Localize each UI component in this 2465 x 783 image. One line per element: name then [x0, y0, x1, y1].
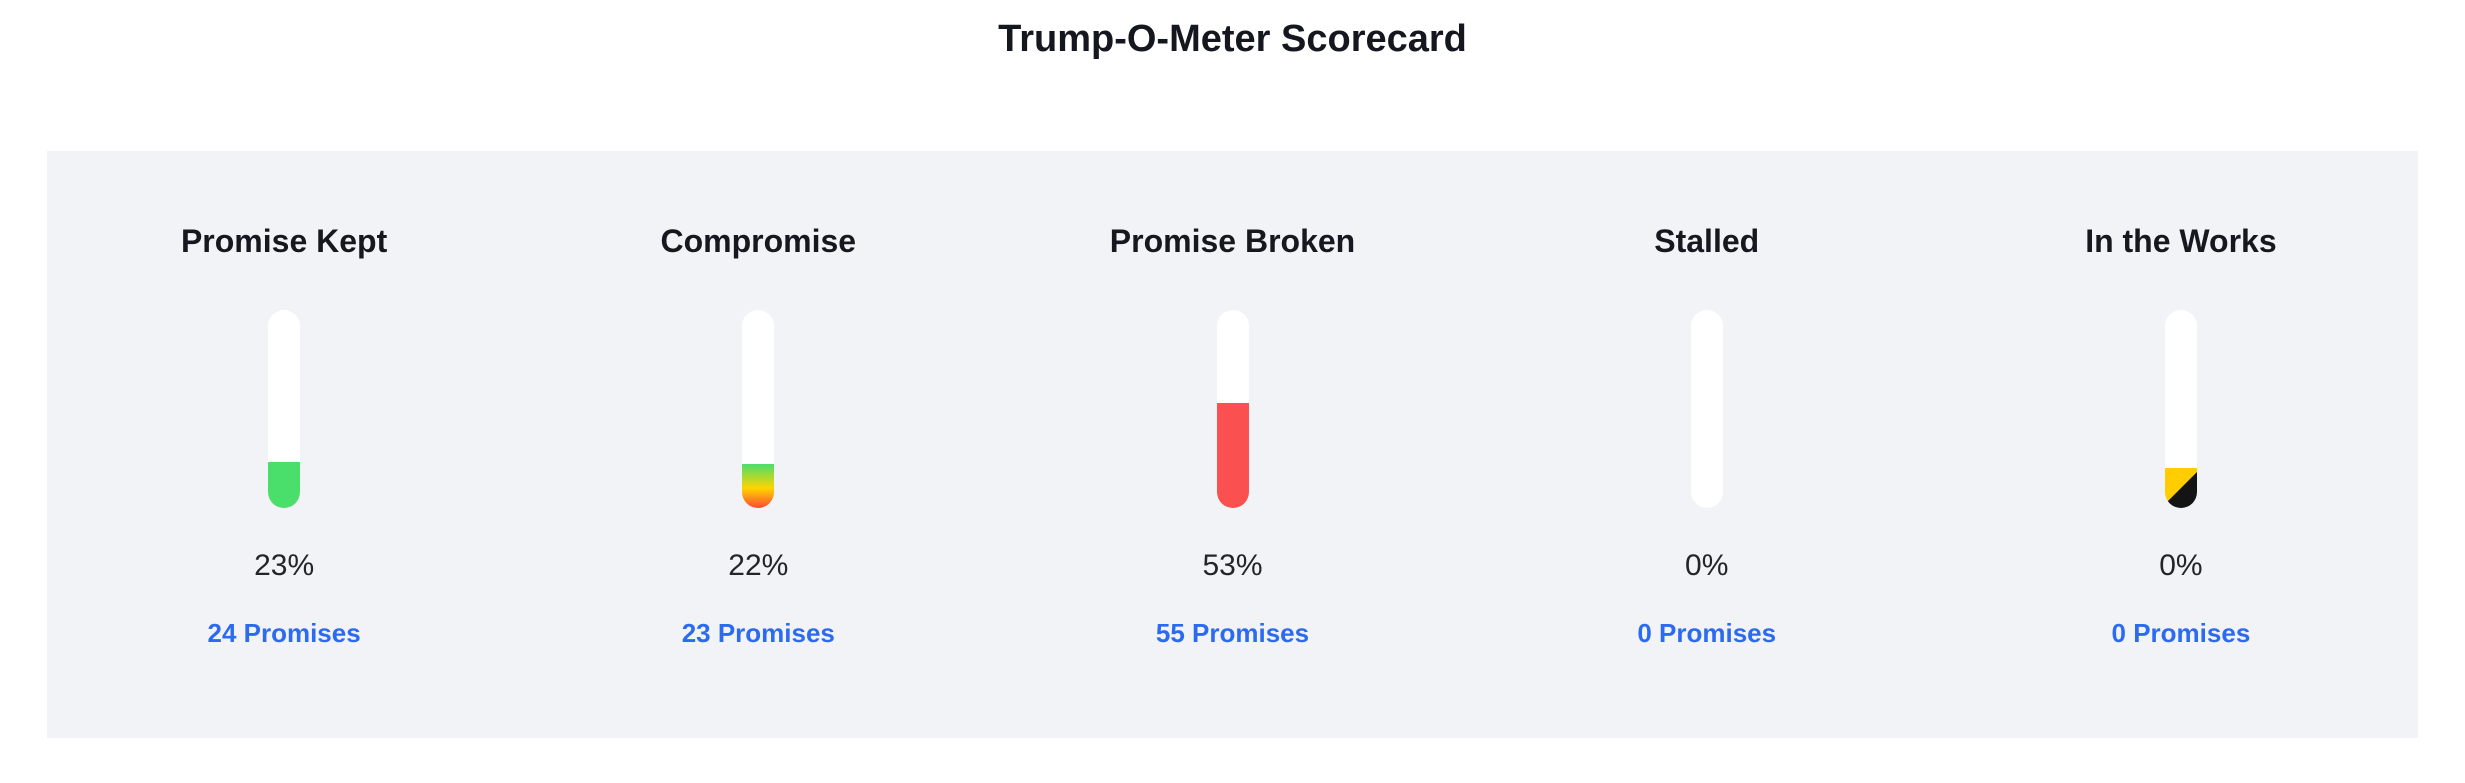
percent-value: 23% — [254, 549, 315, 582]
thermometer-gauge — [2164, 310, 2197, 508]
scorecard-panel: Promise Kept 23% 24 Promises Compromise … — [47, 151, 2418, 738]
category-label: Promise Kept — [180, 223, 388, 259]
thermometer-fill — [2164, 468, 2197, 508]
scorecard-column: In the Works 0% 0 Promises — [1944, 225, 2418, 738]
thermometer-gauge — [742, 310, 775, 508]
scorecard-column: Stalled 0% 0 Promises — [1470, 225, 1944, 738]
category-label: Promise Broken — [1109, 223, 1356, 259]
thermometer-gauge — [1690, 310, 1723, 508]
thermometer-fill — [742, 464, 775, 508]
category-label: In the Works — [2085, 223, 2277, 259]
category-label: Stalled — [1654, 223, 1760, 259]
percent-value: 22% — [728, 549, 789, 582]
scorecard-column: Compromise 22% 23 Promises — [521, 225, 995, 738]
percent-value: 53% — [1202, 549, 1263, 582]
scorecard-column: Promise Kept 23% 24 Promises — [47, 225, 521, 738]
percent-value: 0% — [2159, 549, 2203, 582]
promises-link[interactable]: 0 Promises — [2111, 618, 2251, 648]
promises-link[interactable]: 24 Promises — [207, 618, 361, 648]
thermometer-gauge — [1216, 310, 1249, 508]
thermometer-fill — [1216, 403, 1249, 508]
scorecard-column: Promise Broken 53% 55 Promises — [995, 225, 1469, 738]
thermometer-gauge — [268, 310, 301, 508]
percent-value: 0% — [1685, 549, 1729, 582]
thermometer-fill — [268, 462, 301, 508]
promises-link[interactable]: 0 Promises — [1637, 618, 1777, 648]
promises-link[interactable]: 55 Promises — [1155, 618, 1310, 648]
category-label: Compromise — [660, 223, 857, 259]
page-title: Trump-O-Meter Scorecard — [998, 18, 1467, 60]
promises-link[interactable]: 23 Promises — [681, 618, 835, 648]
